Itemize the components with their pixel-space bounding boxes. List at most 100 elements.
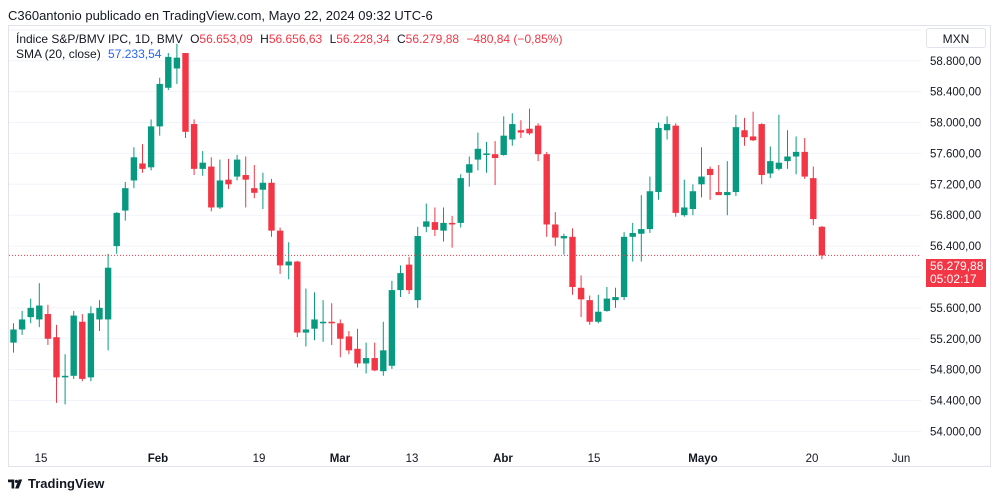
x-tick-label: Abr: [493, 453, 513, 465]
candle-body: [242, 175, 249, 180]
close-value: 56.279,88: [405, 32, 460, 46]
candle-body: [380, 350, 387, 372]
open-label: O: [190, 32, 200, 46]
candle-body: [36, 305, 43, 320]
candle-body: [79, 321, 86, 379]
last-price-value: 56.279,88: [930, 259, 984, 273]
y-tick-label: 56.800,00: [930, 210, 981, 222]
candle-body: [569, 236, 576, 288]
low-label: L: [329, 32, 337, 46]
candle-body: [638, 229, 645, 234]
candle-body: [457, 178, 464, 223]
candle-body: [233, 159, 241, 177]
y-tick-label: 56.400,00: [930, 241, 981, 253]
candle-body: [577, 287, 585, 300]
candle-body: [517, 130, 525, 133]
candle-body: [190, 124, 198, 169]
candle-body: [225, 179, 232, 185]
candle-body: [758, 124, 765, 176]
candle-body: [483, 153, 490, 155]
bar-countdown: 05:02:17: [930, 272, 977, 286]
candle-body: [612, 297, 619, 301]
tradingview-footer[interactable]: TradingView: [8, 476, 104, 491]
x-tick-label: 20: [806, 453, 819, 465]
candle-body: [724, 192, 731, 196]
candle-body: [104, 267, 112, 320]
candle-body: [268, 182, 275, 231]
x-tick-label: 19: [253, 453, 266, 465]
candle-body: [259, 182, 267, 190]
candle-body: [285, 261, 292, 266]
candle-body: [706, 168, 714, 176]
candle-body: [18, 319, 26, 330]
candle-body: [173, 57, 181, 69]
candle-body: [216, 180, 224, 208]
candle-body: [10, 329, 17, 343]
candle-body: [423, 221, 430, 227]
x-tick-label: Feb: [148, 453, 168, 465]
candle-body: [543, 154, 550, 225]
x-tick-label: Mar: [330, 453, 351, 465]
candle-body: [44, 314, 52, 339]
chart-frame: [8, 25, 991, 467]
tradingview-logo-icon: [8, 479, 23, 488]
candle-body: [113, 212, 120, 247]
high-value: 56.656,63: [268, 32, 323, 46]
y-tick-label: 55.600,00: [930, 303, 981, 315]
candle-body: [500, 135, 507, 155]
y-tick-label: 58.000,00: [930, 118, 981, 130]
candle-body: [182, 53, 189, 132]
candle-body: [53, 337, 60, 378]
candle-body: [698, 176, 705, 185]
candle-body: [620, 236, 628, 298]
x-tick-label: 15: [588, 453, 601, 465]
y-tick-label: 54.400,00: [930, 396, 981, 408]
candle-body: [302, 329, 310, 333]
candle-body: [251, 188, 258, 193]
change-value: −480,84 (−0,85%): [466, 32, 563, 46]
candle-body: [689, 191, 697, 210]
candle-body: [801, 151, 808, 177]
candle-body: [672, 125, 679, 213]
candle-body: [345, 336, 353, 351]
y-tick-label: 54.000,00: [930, 426, 981, 438]
candle-body: [715, 192, 722, 196]
candle-body: [311, 319, 318, 329]
candle-body: [732, 127, 740, 193]
publisher-line: C360antonio publicado en TradingView.com…: [8, 8, 433, 23]
x-tick-label: Mayo: [688, 453, 717, 465]
sma-legend: SMA (20, close) 57.233,54: [16, 47, 161, 61]
ohlc-legend: Índice S&P/BMV IPC, 1D, BMV O56.653,09 H…: [16, 32, 562, 46]
candle-body: [337, 323, 344, 339]
candle-body: [560, 236, 568, 239]
sma-label[interactable]: SMA (20, close): [16, 47, 101, 61]
candle-body: [319, 321, 327, 324]
y-tick-label: 57.600,00: [930, 148, 981, 160]
candle-body: [595, 311, 602, 322]
last-price-tag: 56.279,88 05:02:17: [926, 259, 986, 287]
candle-body: [414, 236, 421, 301]
candle-body: [749, 136, 757, 141]
candle-body: [156, 83, 163, 127]
candle-body: [775, 162, 783, 169]
candle-body: [87, 313, 95, 378]
candle-body: [792, 151, 800, 157]
currency-selector[interactable]: MXN: [926, 28, 986, 48]
candle-body: [96, 307, 103, 320]
candle-body: [629, 232, 636, 237]
candle-body: [276, 230, 284, 266]
candle-body: [388, 290, 396, 366]
x-tick-label: 13: [406, 453, 419, 465]
candle-body: [552, 224, 559, 238]
candle-body: [362, 358, 370, 364]
candle-body: [767, 161, 774, 174]
symbol-title[interactable]: Índice S&P/BMV IPC, 1D, BMV: [16, 32, 183, 46]
x-tick-label: 15: [35, 453, 48, 465]
candle-body: [474, 148, 482, 160]
y-tick-label: 57.200,00: [930, 179, 981, 191]
candle-body: [27, 307, 34, 318]
candle-body: [354, 348, 361, 364]
candle-body: [208, 166, 215, 208]
candle-body: [526, 128, 533, 134]
